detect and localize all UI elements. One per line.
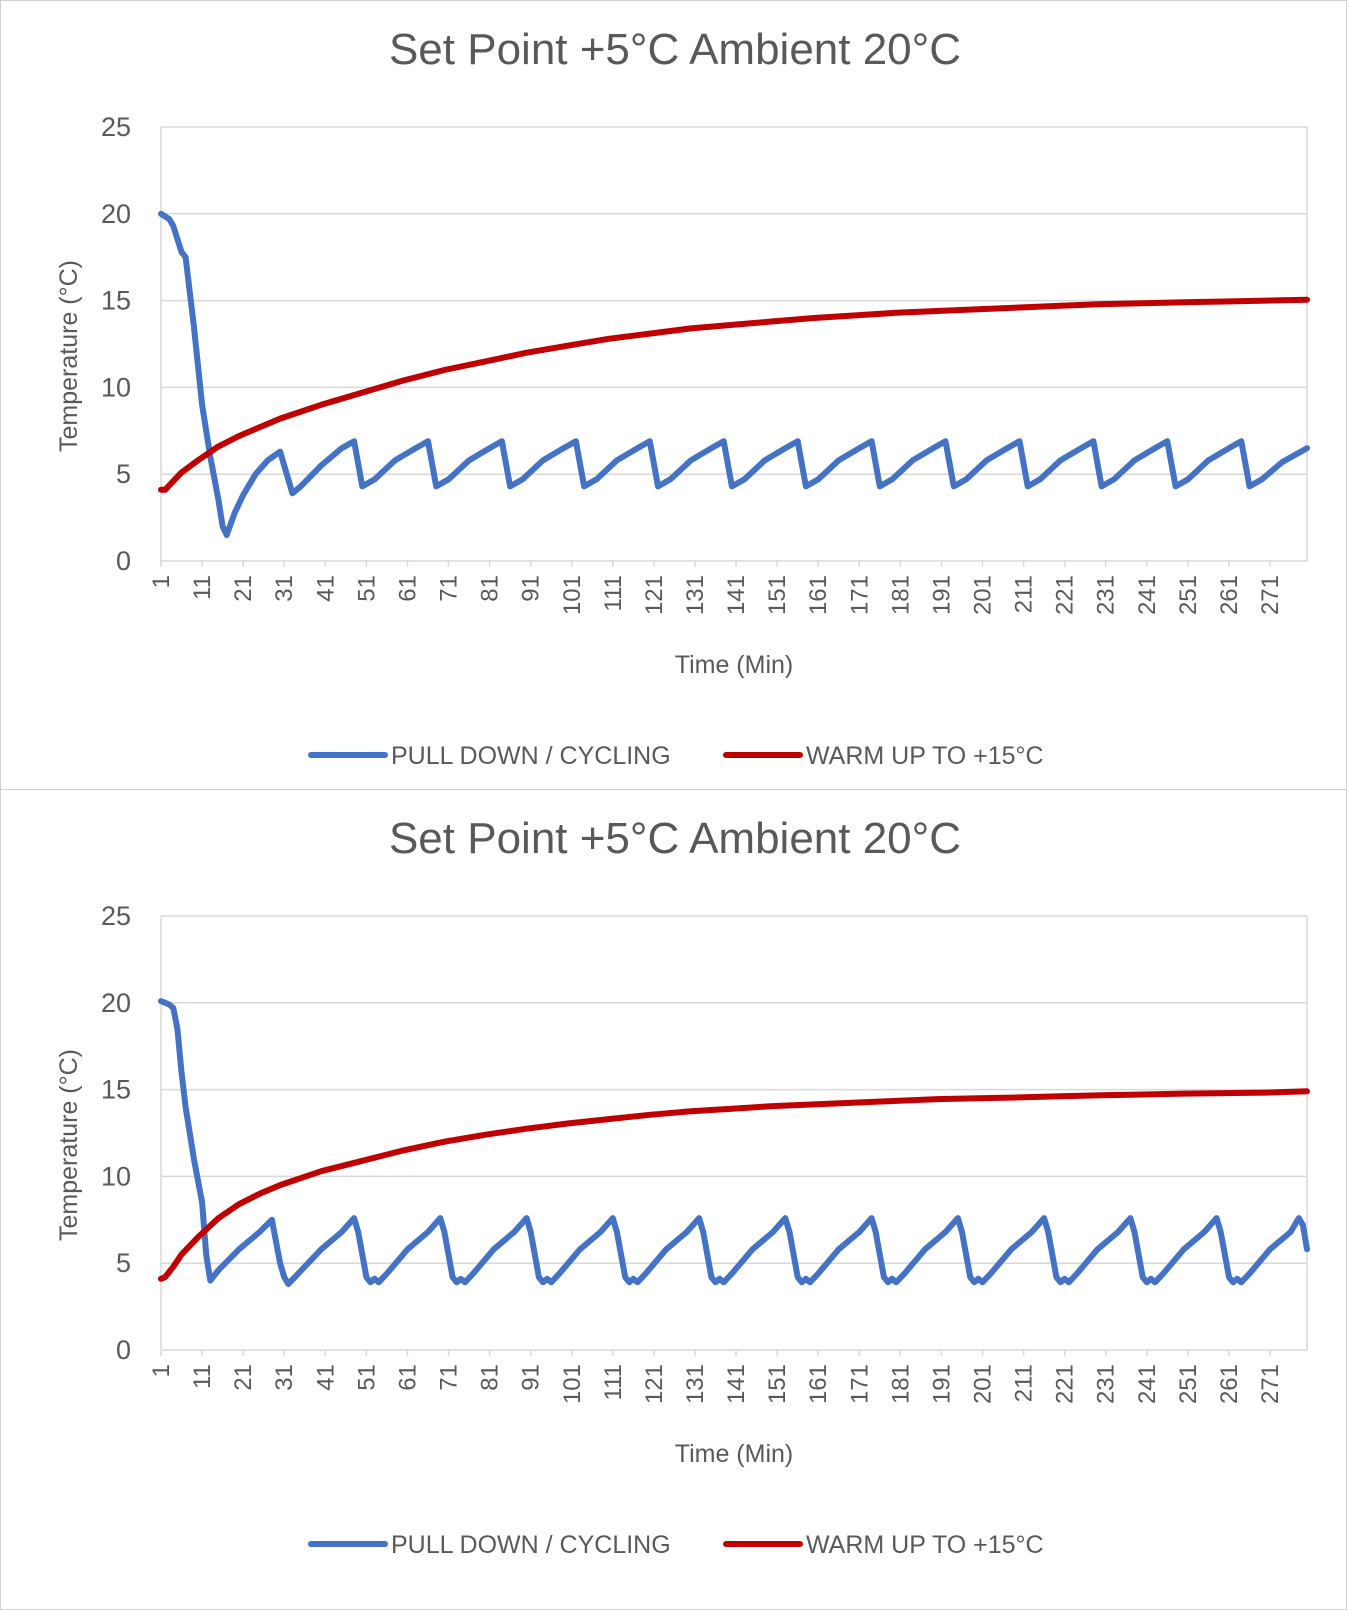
x-tick-label: 51	[353, 575, 380, 602]
y-tick-label: 25	[101, 901, 131, 931]
series-line-warm-up	[158, 296, 1310, 493]
series-line-pull-down	[158, 210, 1310, 538]
x-tick-label: 1	[148, 1364, 175, 1377]
legend-label: WARM UP TO +15°C	[806, 1531, 1044, 1559]
x-tick-label: 231	[1093, 1364, 1120, 1404]
legend-label: PULL DOWN / CYCLING	[391, 742, 671, 770]
x-tick-label: 91	[518, 575, 545, 602]
y-tick-label: 20	[101, 988, 131, 1018]
x-tick-label: 91	[518, 1364, 545, 1391]
x-tick-label: 41	[312, 1364, 339, 1391]
x-tick-label: 131	[682, 1364, 709, 1404]
x-tick-label: 81	[477, 1364, 504, 1391]
x-tick-label: 131	[682, 575, 709, 615]
chart-title: Set Point +5°C Ambient 20°C	[389, 25, 961, 74]
x-tick-label: 71	[436, 575, 463, 602]
x-tick-label: 31	[271, 1364, 298, 1391]
x-tick-label: 241	[1134, 575, 1161, 615]
x-tick-label: 201	[970, 575, 997, 615]
x-tick-label: 141	[723, 1364, 750, 1404]
x-tick-label: 161	[805, 575, 832, 615]
legend-label: WARM UP TO +15°C	[806, 742, 1044, 770]
x-tick-label: 261	[1216, 1364, 1243, 1404]
y-tick-label: 0	[116, 546, 131, 576]
x-tick-label: 11	[189, 1364, 216, 1389]
x-tick-label: 41	[312, 575, 339, 602]
x-tick-label: 111	[600, 1364, 627, 1400]
y-axis-title: Temperature (°C)	[55, 260, 83, 452]
x-axis-title: Time (Min)	[675, 1440, 794, 1468]
y-tick-label: 20	[101, 199, 131, 229]
chart-panel-bottom: Set Point +5°C Ambient 20°C 0 5 10 15 20 25 1 11…	[0, 789, 1347, 1610]
x-tick-label: 31	[271, 575, 298, 602]
x-tick-label: 221	[1052, 575, 1079, 615]
x-tick-label: 111	[600, 575, 627, 611]
x-tick-label: 251	[1175, 1364, 1202, 1404]
x-tick-label: 271	[1257, 1364, 1284, 1404]
x-tick-label: 121	[641, 1364, 668, 1404]
series-line-pull-down	[158, 998, 1310, 1287]
x-tick-label: 181	[887, 575, 914, 615]
chart-panel-top: Set Point +5°C Ambient 20°C 0 5 10 15 20 25 1 11…	[0, 0, 1347, 790]
y-tick-label: 10	[101, 1161, 131, 1191]
y-tick-label: 10	[101, 372, 131, 402]
x-tick-label: 201	[970, 1364, 997, 1404]
series-line-warm-up	[158, 1088, 1310, 1282]
x-tick-label: 271	[1257, 575, 1284, 615]
x-tick-label: 71	[436, 1364, 463, 1391]
x-tick-label: 81	[477, 575, 504, 602]
x-tick-label: 151	[764, 575, 791, 615]
x-tick-label: 191	[928, 1364, 955, 1404]
x-tick-label: 141	[723, 575, 750, 615]
x-tick-label: 101	[559, 1364, 586, 1404]
x-tick-label: 51	[353, 1364, 380, 1391]
x-tick-label: 231	[1093, 575, 1120, 615]
x-axis-title: Time (Min)	[675, 651, 794, 679]
x-tick-label: 101	[559, 575, 586, 615]
x-tick-label: 171	[846, 575, 873, 615]
x-tick-label: 241	[1134, 1364, 1161, 1404]
x-tick-label: 161	[805, 1364, 832, 1404]
x-tick-label: 261	[1216, 575, 1243, 615]
y-tick-label: 15	[101, 1075, 131, 1105]
x-tick-label: 61	[394, 1364, 421, 1391]
legend-label: PULL DOWN / CYCLING	[391, 1531, 671, 1559]
x-tick-label: 61	[394, 575, 421, 602]
x-tick-label: 121	[641, 575, 668, 615]
x-tick-label: 21	[230, 1364, 257, 1391]
x-tick-label: 21	[230, 575, 257, 602]
x-tick-label: 191	[928, 575, 955, 615]
x-tick-label: 1	[148, 575, 175, 588]
x-tick-label: 171	[846, 1364, 873, 1404]
y-tick-label: 25	[101, 112, 131, 142]
x-tick-label: 11	[189, 575, 216, 600]
y-tick-label: 5	[116, 1248, 131, 1278]
x-tick-label: 251	[1175, 575, 1202, 615]
x-tick-label: 151	[764, 1364, 791, 1404]
x-tick-label: 221	[1052, 1364, 1079, 1404]
y-tick-label: 0	[116, 1335, 131, 1365]
chart-title: Set Point +5°C Ambient 20°C	[389, 814, 961, 863]
y-tick-label: 5	[116, 459, 131, 489]
y-tick-label: 15	[101, 286, 131, 316]
y-axis-title: Temperature (°C)	[55, 1049, 83, 1241]
x-tick-label: 211	[1011, 575, 1038, 613]
x-tick-label: 181	[887, 1364, 914, 1404]
x-tick-label: 211	[1011, 1364, 1038, 1402]
